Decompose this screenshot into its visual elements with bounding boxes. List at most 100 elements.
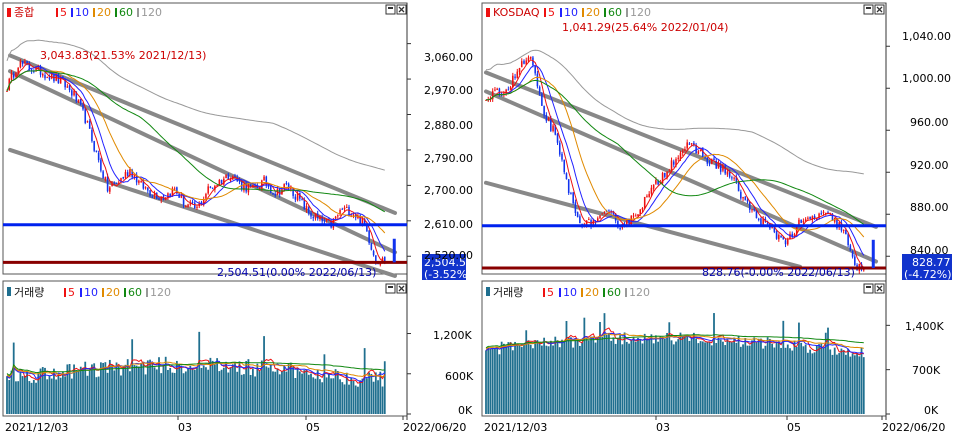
candle-body [612, 211, 615, 214]
volume-bar [708, 342, 711, 414]
kospi-window-buttons [385, 4, 407, 15]
candle-body [82, 104, 84, 110]
candle-body [744, 196, 747, 201]
volume-bar [292, 366, 295, 414]
candle-body [485, 99, 487, 101]
volume-bar [70, 378, 73, 414]
maximize-icon[interactable] [863, 4, 874, 15]
close-button[interactable] [396, 4, 407, 15]
volume-bar [780, 347, 782, 414]
volume-bar [285, 371, 288, 414]
volume-bar [608, 333, 610, 414]
candle-body [265, 176, 268, 186]
volume-bar [773, 347, 776, 414]
volume-bar [251, 368, 254, 414]
ma10-swatch-icon [560, 8, 562, 17]
candle-body [536, 73, 539, 87]
volume-bar [511, 350, 514, 414]
volume-ma20-line [6, 361, 385, 378]
volume-bar [269, 365, 272, 414]
candle-body [717, 163, 720, 169]
volume-bar [370, 373, 373, 414]
candle-body [795, 226, 798, 235]
close-button[interactable] [874, 4, 885, 15]
kospi-volume-legend: 거래량 5 10 20 60 120 [7, 286, 171, 299]
price-tick: 2,880.00 [424, 119, 473, 132]
candle-body [760, 218, 762, 226]
candle-body [572, 192, 574, 204]
volume-bar [137, 366, 140, 414]
candle-body [565, 173, 568, 180]
candle-body [299, 193, 301, 199]
volume-tick: 1,200K [433, 329, 472, 342]
volume-bar [37, 372, 40, 414]
vma20-swatch-icon [102, 288, 104, 297]
volume-maximize-button[interactable] [863, 283, 874, 294]
candle-body [88, 121, 91, 129]
ma20-line [6, 69, 386, 234]
maximize-button[interactable] [863, 4, 874, 15]
chart-marks [3, 39, 890, 420]
vma10-swatch-icon [80, 288, 82, 297]
candle-body [345, 207, 348, 209]
candle-body [301, 199, 303, 201]
candle-body [66, 86, 69, 88]
volume-maximize-button[interactable] [385, 283, 396, 294]
volume-bar [341, 382, 344, 414]
volume-bar [124, 364, 127, 414]
volume-bar [646, 339, 648, 414]
volume-bar [858, 356, 861, 414]
volume-bar [236, 371, 239, 414]
volume-bar [64, 376, 67, 414]
maximize-bar [866, 286, 871, 288]
kosdaq-volume-legend: 거래량 5 10 20 60 120 [486, 286, 650, 299]
volume-bar [220, 369, 223, 414]
trend-channel-line [8, 53, 397, 215]
ma60-line [6, 69, 386, 213]
volume-bar [574, 338, 577, 414]
ma20-line [485, 76, 865, 238]
maximize-icon[interactable] [385, 283, 396, 294]
volume-bar [73, 364, 75, 414]
candle-body [634, 215, 637, 217]
volume-bar [666, 332, 668, 414]
maximize-icon[interactable] [863, 283, 874, 294]
volume-bar [153, 367, 156, 414]
volume-close-button[interactable] [396, 283, 407, 294]
volume-bar [853, 355, 856, 414]
candle-body [520, 61, 523, 68]
maximize-button[interactable] [385, 4, 396, 15]
candle-body [117, 182, 120, 184]
volume-bar [278, 374, 281, 414]
candle-body [310, 212, 312, 217]
candle-body [724, 166, 726, 174]
volume-bar [748, 345, 751, 414]
volume-bar [860, 347, 863, 414]
volume-bar [113, 370, 116, 414]
volume-bar [657, 341, 660, 414]
ma5-line [6, 63, 386, 263]
volume-bar [336, 370, 339, 414]
volume-bar [182, 373, 185, 414]
candle-body [256, 186, 259, 188]
candle-body [30, 69, 33, 72]
price-tick: 960.00 [910, 116, 949, 129]
candle-body [10, 72, 13, 80]
candle-body [679, 152, 682, 159]
volume-bar [813, 352, 816, 414]
maximize-icon[interactable] [385, 4, 396, 15]
candle-body [321, 216, 323, 222]
candle-body [628, 219, 630, 225]
volume-close-button[interactable] [874, 283, 885, 294]
volume-bar [289, 362, 292, 414]
volume-bar [739, 346, 742, 414]
candle-body [596, 218, 599, 223]
candle-body [68, 85, 71, 90]
volume-bar [28, 381, 31, 414]
candle-body [97, 152, 100, 161]
ma5-swatch-icon [544, 8, 546, 17]
candle-body [686, 142, 688, 149]
candle-body [550, 118, 552, 131]
volume-bar [487, 347, 490, 414]
candle-body [64, 79, 66, 88]
